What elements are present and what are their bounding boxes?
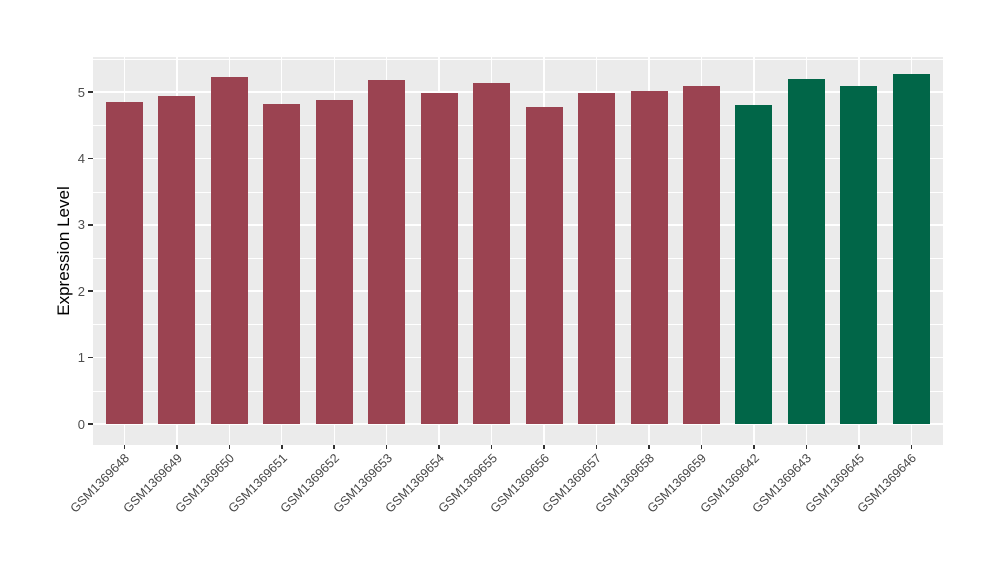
y-tick-label-1: 1 (77, 350, 85, 366)
bar-GSM1369645 (840, 86, 878, 424)
bar-GSM1369657 (578, 93, 616, 424)
x-tick-GSM1369656 (543, 445, 545, 449)
x-tick-GSM1369651 (281, 445, 283, 449)
y-tick-label-0: 0 (77, 416, 85, 432)
bar-GSM1369654 (420, 93, 458, 424)
y-tick-1 (88, 356, 93, 359)
x-tick-GSM1369649 (176, 445, 178, 449)
bar-GSM1369653 (368, 80, 406, 424)
bar-GSM1369652 (315, 99, 353, 424)
major-gridline-y-4 (93, 157, 943, 160)
x-tick-GSM1369646 (910, 445, 913, 449)
minor-gridline-y-0.5 (93, 390, 943, 392)
x-tick-GSM1369655 (490, 445, 493, 449)
minor-gridline-y-4.5 (93, 125, 943, 126)
x-tick-GSM1369654 (438, 445, 440, 449)
bar-GSM1369659 (683, 86, 721, 424)
x-tick-GSM1369652 (333, 445, 335, 449)
y-tick-5 (88, 91, 93, 93)
x-tick-GSM1369659 (700, 445, 703, 449)
y-tick-label-4: 4 (77, 150, 85, 166)
major-gridline-y-3 (93, 224, 943, 226)
bar-GSM1369651 (263, 103, 301, 424)
bar-GSM1369656 (525, 106, 563, 424)
y-tick-label-3: 3 (77, 217, 85, 233)
y-tick-3 (88, 224, 93, 226)
bar-GSM1369643 (787, 78, 825, 424)
bar-GSM1369655 (473, 83, 511, 424)
y-tick-4 (88, 157, 93, 160)
y-tick-0 (88, 423, 93, 425)
major-gridline-y-2 (93, 290, 943, 292)
bar-GSM1369658 (630, 90, 668, 424)
major-gridline-y-1 (93, 356, 943, 359)
x-tick-GSM1369657 (595, 445, 598, 449)
x-tick-GSM1369643 (805, 445, 808, 449)
bar-GSM1369649 (158, 95, 196, 424)
x-tick-GSM1369658 (648, 445, 650, 449)
bar-GSM1369648 (105, 101, 143, 424)
x-tick-GSM1369648 (123, 445, 126, 449)
x-tick-GSM1369650 (228, 445, 231, 449)
bar-GSM1369642 (735, 104, 773, 424)
plot-panel (93, 57, 943, 445)
minor-gridline-y-1.5 (93, 324, 943, 326)
x-tick-GSM1369645 (858, 445, 860, 449)
x-tick-GSM1369653 (385, 445, 388, 449)
bar-GSM1369650 (210, 77, 248, 424)
major-gridline-y-5 (93, 91, 943, 93)
y-tick-2 (88, 290, 93, 292)
y-tick-label-2: 2 (77, 283, 85, 299)
minor-gridline-y-3.5 (93, 191, 943, 193)
x-tick-GSM1369642 (753, 445, 755, 449)
major-gridline-y-0 (93, 423, 943, 425)
bar-GSM1369646 (892, 74, 930, 424)
minor-gridline-y-2.5 (93, 258, 943, 259)
minor-gridline-y-5.5 (93, 58, 943, 60)
y-tick-label-5: 5 (77, 84, 85, 100)
